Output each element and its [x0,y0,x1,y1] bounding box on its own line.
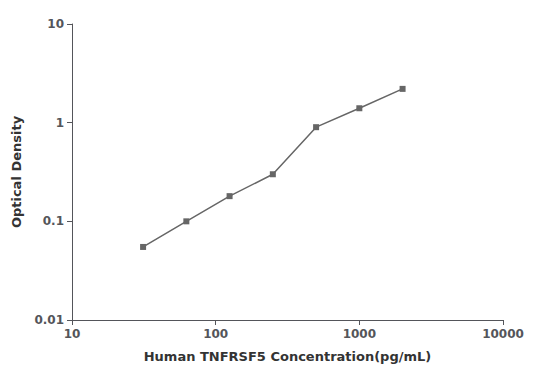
svg-text:0.01: 0.01 [34,313,64,327]
svg-text:Human TNFRSF5 Concentration(pg: Human TNFRSF5 Concentration(pg/mL) [144,349,432,364]
svg-text:10: 10 [64,327,81,341]
svg-text:Optical Density: Optical Density [9,115,24,228]
svg-text:0.1: 0.1 [43,214,64,228]
svg-text:1000: 1000 [343,327,376,341]
svg-text:10: 10 [47,17,64,31]
svg-text:100: 100 [203,327,228,341]
svg-text:10000: 10000 [482,327,524,341]
svg-text:1: 1 [56,116,64,130]
